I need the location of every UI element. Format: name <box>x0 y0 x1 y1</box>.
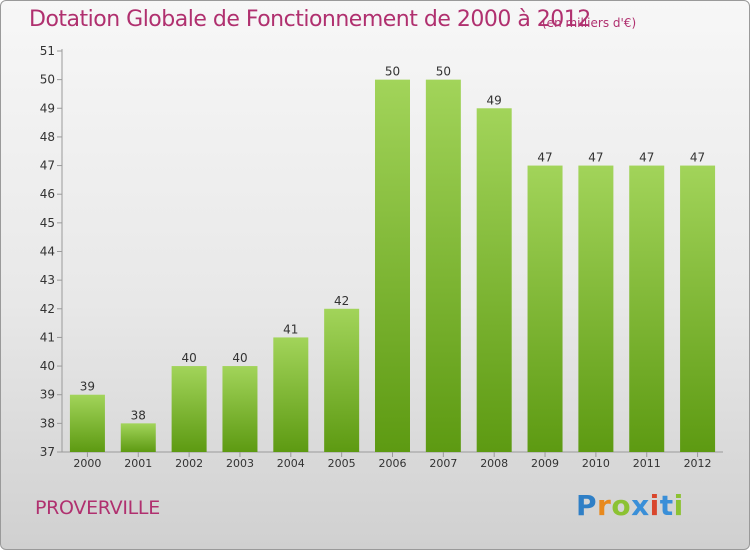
y-tick-label: 51 <box>40 44 55 58</box>
y-tick-label: 47 <box>40 159 55 173</box>
x-tick-label: 2012 <box>684 457 712 470</box>
chart-subtitle: (en milliers d'€) <box>542 16 637 30</box>
y-tick-label: 41 <box>40 330 55 344</box>
y-tick-label: 38 <box>40 416 55 430</box>
y-tick-label: 44 <box>40 245 55 259</box>
bar-2007 <box>425 79 461 453</box>
x-tick-label: 2007 <box>429 457 457 470</box>
bar-value-label: 38 <box>131 408 146 422</box>
bar-value-label: 47 <box>537 151 552 165</box>
brand-letter: r <box>597 489 612 522</box>
bar-2011 <box>629 165 665 453</box>
brand-letter: i <box>649 489 660 522</box>
x-tick-label: 2001 <box>124 457 152 470</box>
x-tick-label: 2009 <box>531 457 559 470</box>
bar-2004 <box>273 337 309 452</box>
x-tick-label: 2004 <box>277 457 305 470</box>
brand-letter: P <box>576 489 598 522</box>
bar-2001 <box>120 423 156 452</box>
commune-name: PROVERVILLE <box>35 497 160 519</box>
bar-value-label: 40 <box>181 351 196 365</box>
y-tick-label: 45 <box>40 216 55 230</box>
bar-value-label: 50 <box>385 65 400 79</box>
chart-bars: 39 38 40 40 41 42 50 50 49 47 47 47 47 <box>69 65 716 453</box>
bar-2010 <box>578 165 614 453</box>
bar-value-label: 40 <box>232 351 247 365</box>
bar-2006 <box>375 79 410 453</box>
bar-value-label: 49 <box>487 93 502 107</box>
chart-title: Dotation Globale de Fonctionnement de 20… <box>29 7 591 32</box>
x-tick-label: 2000 <box>73 457 101 470</box>
brand-letter: o <box>611 489 632 522</box>
chart-axes: 37 38 39 40 41 42 43 44 45 46 47 48 49 50 51 2000 2001 20… <box>40 44 723 470</box>
bar-2002 <box>171 366 207 452</box>
proxiti-logo: Proxiti <box>576 489 684 522</box>
bar-2000 <box>69 394 105 452</box>
y-tick-label: 50 <box>40 73 55 87</box>
x-tick-label: 2010 <box>582 457 610 470</box>
bar-value-label: 39 <box>80 380 95 394</box>
x-tick-label: 2002 <box>175 457 203 470</box>
x-tick-label: 2006 <box>379 457 407 470</box>
y-tick-label: 39 <box>40 388 55 402</box>
x-tick-label: 2011 <box>633 457 661 470</box>
x-tick-label: 2003 <box>226 457 254 470</box>
bar-value-label: 47 <box>690 151 705 165</box>
brand-letter: x <box>631 489 650 522</box>
brand-letter: t <box>659 489 674 522</box>
bar-2003 <box>222 366 258 452</box>
bar-value-label: 47 <box>639 151 654 165</box>
x-tick-label: 2008 <box>480 457 508 470</box>
y-tick-label: 42 <box>40 302 55 316</box>
bar-2005 <box>324 308 360 452</box>
y-tick-label: 37 <box>40 445 55 459</box>
bar-2009 <box>527 165 563 453</box>
y-tick-label: 48 <box>40 130 55 144</box>
bar-value-label: 41 <box>283 322 298 336</box>
y-tick-label: 46 <box>40 187 55 201</box>
x-tick-label: 2005 <box>328 457 356 470</box>
y-tick-label: 49 <box>40 101 55 115</box>
bar-value-label: 47 <box>588 151 603 165</box>
bar-2008 <box>476 108 512 453</box>
y-tick-label: 43 <box>40 273 55 287</box>
y-tick-label: 40 <box>40 359 55 373</box>
bar-chart: 37 38 39 40 41 42 43 44 45 46 47 48 49 50 51 2000 2001 20… <box>40 44 723 470</box>
bar-value-label: 50 <box>436 65 451 79</box>
brand-letter: i <box>673 489 684 522</box>
bar-value-label: 42 <box>334 294 349 308</box>
bar-2012 <box>680 165 716 453</box>
